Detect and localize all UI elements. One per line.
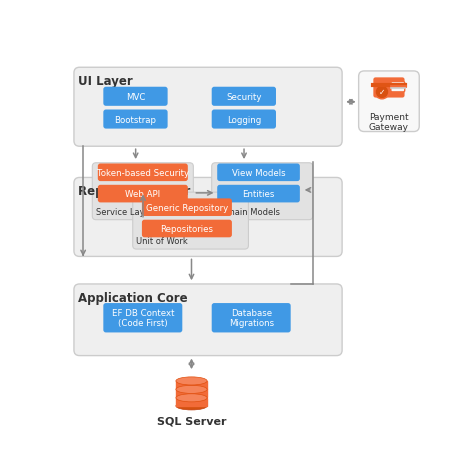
FancyBboxPatch shape (103, 88, 168, 107)
FancyBboxPatch shape (133, 193, 248, 249)
FancyBboxPatch shape (98, 186, 188, 203)
FancyBboxPatch shape (74, 284, 342, 356)
FancyBboxPatch shape (391, 82, 405, 93)
Ellipse shape (176, 394, 207, 402)
FancyBboxPatch shape (359, 72, 419, 132)
FancyBboxPatch shape (176, 389, 207, 397)
Text: Entities: Entities (242, 190, 275, 198)
Text: Generic Repository: Generic Repository (146, 203, 228, 212)
FancyBboxPatch shape (212, 163, 313, 220)
Text: Repositories: Repositories (160, 225, 213, 234)
Text: Payment
Gateway: Payment Gateway (369, 112, 409, 132)
FancyBboxPatch shape (103, 110, 168, 129)
FancyBboxPatch shape (217, 164, 300, 182)
Text: Token-based Security: Token-based Security (97, 169, 189, 178)
FancyBboxPatch shape (212, 110, 276, 129)
FancyBboxPatch shape (176, 398, 207, 406)
Text: Repository Layer: Repository Layer (78, 185, 191, 198)
FancyBboxPatch shape (142, 199, 232, 217)
Text: MVC: MVC (126, 92, 145, 101)
FancyBboxPatch shape (217, 186, 300, 203)
FancyBboxPatch shape (212, 303, 291, 333)
Text: SQL Server: SQL Server (157, 415, 226, 425)
Ellipse shape (176, 402, 207, 410)
Circle shape (376, 87, 387, 98)
FancyBboxPatch shape (374, 78, 405, 99)
Text: Security: Security (226, 92, 262, 101)
FancyBboxPatch shape (176, 381, 207, 389)
Text: Unit of Work: Unit of Work (137, 237, 188, 246)
Text: Logging: Logging (227, 115, 261, 124)
FancyBboxPatch shape (212, 88, 276, 107)
Text: EF DB Context
(Code First): EF DB Context (Code First) (111, 308, 174, 328)
Text: Service Layer: Service Layer (96, 208, 154, 217)
Ellipse shape (176, 386, 207, 394)
FancyBboxPatch shape (92, 163, 193, 220)
FancyBboxPatch shape (142, 220, 232, 238)
FancyBboxPatch shape (98, 164, 188, 182)
Text: Web API: Web API (125, 190, 160, 198)
FancyBboxPatch shape (103, 303, 182, 333)
Text: Database
Migrations: Database Migrations (228, 308, 274, 328)
Text: View Models: View Models (232, 169, 285, 178)
FancyBboxPatch shape (74, 178, 342, 257)
FancyBboxPatch shape (74, 68, 342, 147)
Text: Domain Models: Domain Models (215, 208, 281, 217)
Text: ✓: ✓ (379, 88, 385, 97)
Text: Bootstrap: Bootstrap (115, 115, 156, 124)
Text: Application Core: Application Core (78, 291, 188, 304)
Ellipse shape (176, 377, 207, 385)
Text: UI Layer: UI Layer (78, 75, 133, 88)
Circle shape (375, 86, 389, 99)
